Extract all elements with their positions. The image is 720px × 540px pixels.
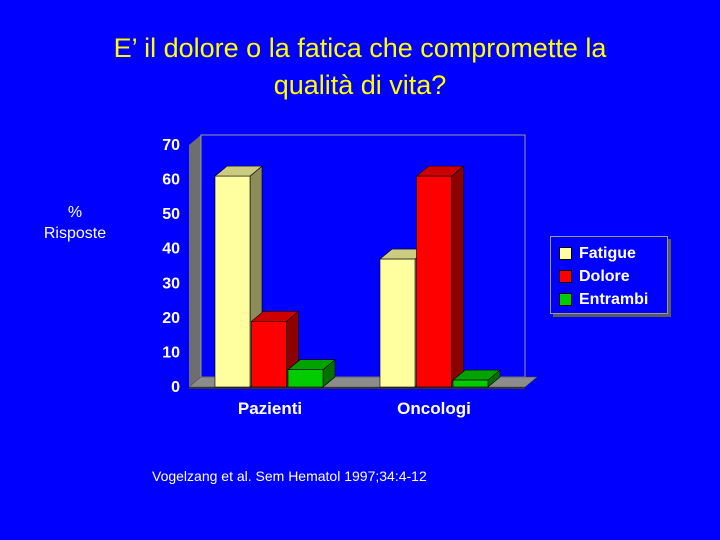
y-tick-label: 10 [162,344,180,361]
y-tick-label: 30 [162,275,180,292]
bar-dolore-oncologi [415,165,465,388]
x-tick-label-oncologi: Oncologi [397,399,471,418]
y-axis-label-line-1: % [67,204,83,221]
legend-label: Fatigue [579,244,636,262]
legend-item-entrambi: Entrambi [559,288,667,311]
citation: Vogelzang et al. Sem Hematol 1997;34:4-1… [152,468,427,484]
title-line-1: E’ il dolore o la fatica che compromette… [113,33,607,63]
bar-front [251,321,287,388]
bars [214,165,501,388]
y-axis-label-line-2: Risposte [43,225,107,242]
legend-swatch [559,247,572,260]
legend-item-fatigue: Fatigue [559,242,667,265]
bar-front [214,175,251,388]
bar-front [379,258,416,388]
y-tick-label: 60 [162,172,180,189]
legend-item-dolore: Dolore [559,265,667,288]
bar-front [452,379,489,388]
chart-side-wall [189,135,201,387]
y-axis-label: % Risposte [20,202,130,244]
legend: Fatigue Dolore Entrambi [550,236,668,314]
y-tick-label: 50 [162,206,180,223]
y-tick-label: 40 [162,241,180,258]
bar-fatigue-pazienti [214,165,263,388]
legend-label: Entrambi [579,290,649,308]
bar-front [416,175,452,388]
legend-swatch [559,270,572,283]
chart-floor-edge [189,387,525,389]
bar-side [451,165,464,388]
y-tick-label: 20 [162,310,180,327]
bar-entrambi-oncologi [452,369,501,388]
legend-label: Dolore [579,267,630,285]
y-tick-label: 0 [171,379,180,396]
legend-swatch [559,293,572,306]
slide-title: E’ il dolore o la fatica che compromette… [0,30,720,104]
x-tick-label-pazienti: Pazienti [238,399,302,418]
bar-entrambi-pazienti [287,359,336,388]
y-tick-label: 70 [162,137,180,154]
x-tick-labels: Pazienti Oncologi [238,399,471,418]
bar-front [287,369,324,388]
y-tick-labels: 0 10 20 30 40 50 60 70 [162,137,180,396]
title-line-2: qualità di vita? [273,70,447,100]
